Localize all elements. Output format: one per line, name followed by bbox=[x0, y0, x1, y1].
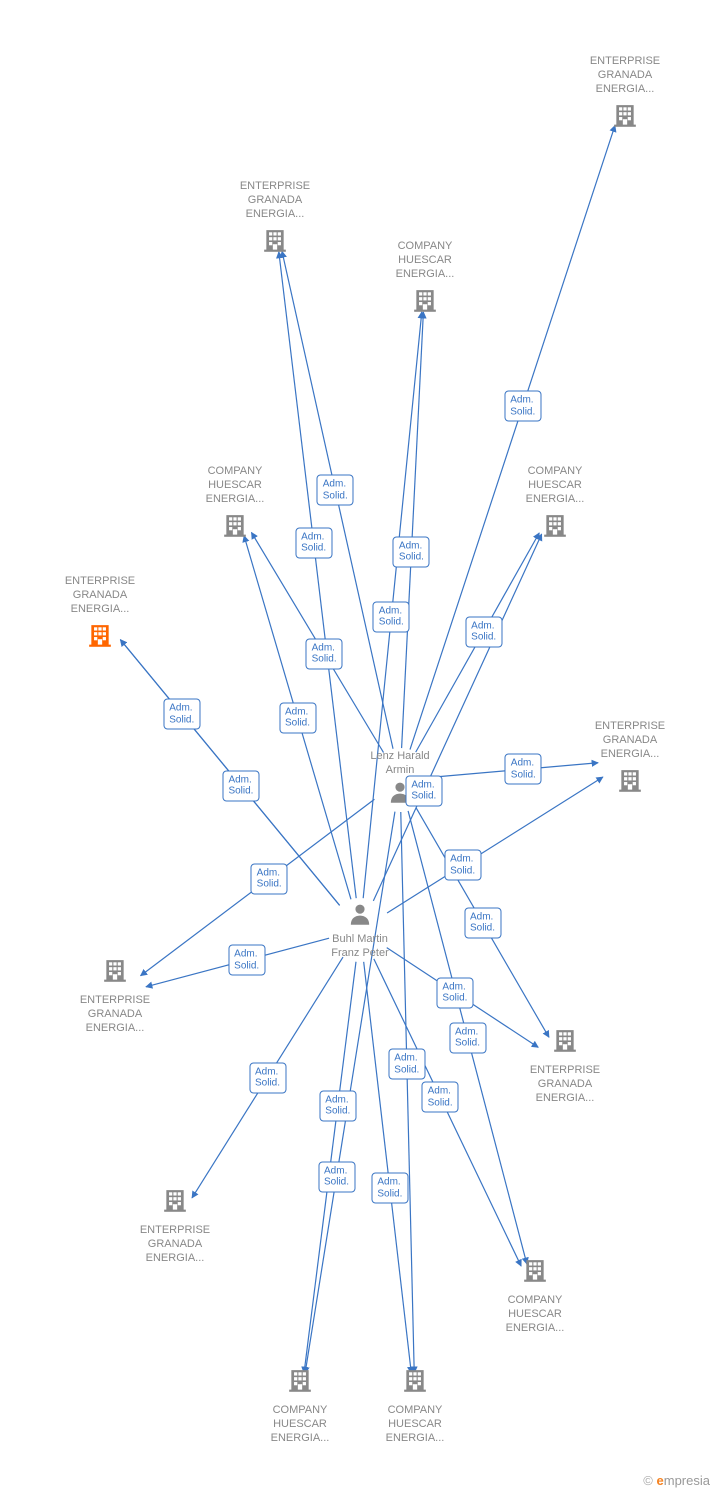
company-node[interactable]: COMPANY HUESCAR ENERGIA... bbox=[375, 238, 475, 322]
edge-label: Adm.Solid. bbox=[251, 863, 288, 894]
edge-line bbox=[279, 252, 356, 898]
building-icon bbox=[612, 102, 638, 128]
building-icon bbox=[87, 622, 113, 648]
edge-label: Adm.Solid. bbox=[465, 616, 502, 647]
edge-line bbox=[410, 125, 615, 749]
edge-label: Adm.Solid. bbox=[371, 1173, 408, 1204]
building-icon bbox=[542, 512, 568, 538]
edge-label: Adm.Solid. bbox=[222, 770, 259, 801]
company-label: ENTERPRISE GRANADA ENERGIA... bbox=[580, 720, 680, 761]
company-node[interactable]: COMPANY HUESCAR ENERGIA... bbox=[185, 463, 285, 547]
company-node[interactable]: ENTERPRISE GRANADA ENERGIA... bbox=[575, 53, 675, 137]
edge-label: Adm.Solid. bbox=[422, 1082, 459, 1113]
person-name: Buhl MartinFranz Peter bbox=[310, 933, 410, 961]
building-icon bbox=[262, 227, 288, 253]
edge-line bbox=[401, 812, 414, 1373]
company-label: ENTERPRISE GRANADA ENERGIA... bbox=[125, 1224, 225, 1265]
company-node[interactable]: ENTERPRISE GRANADA ENERGIA... bbox=[580, 718, 680, 802]
edge-label: Adm.Solid. bbox=[444, 850, 481, 881]
edge-label: Adm.Solid. bbox=[373, 601, 410, 632]
edge-label: Adm.Solid. bbox=[388, 1049, 425, 1080]
person-icon bbox=[349, 902, 371, 926]
company-label: ENTERPRISE GRANADA ENERGIA... bbox=[575, 55, 675, 96]
edge-label: Adm.Solid. bbox=[449, 1022, 486, 1053]
company-label: COMPANY HUESCAR ENERGIA... bbox=[185, 465, 285, 506]
company-label: COMPANY HUESCAR ENERGIA... bbox=[485, 1294, 585, 1335]
building-icon bbox=[162, 1187, 188, 1213]
company-node[interactable]: COMPANY HUESCAR ENERGIA... bbox=[250, 1363, 350, 1447]
company-label: ENTERPRISE GRANADA ENERGIA... bbox=[65, 994, 165, 1035]
edge-label: Adm.Solid. bbox=[228, 945, 265, 976]
company-node[interactable]: COMPANY HUESCAR ENERGIA... bbox=[365, 1363, 465, 1447]
edge-line bbox=[402, 312, 424, 748]
edge-label: Adm.Solid. bbox=[163, 699, 200, 730]
company-node[interactable]: ENTERPRISE GRANADA ENERGIA... bbox=[225, 178, 325, 262]
building-icon bbox=[102, 957, 128, 983]
footer-copyright: © empresia bbox=[643, 1473, 710, 1488]
edge-label: Adm.Solid. bbox=[279, 702, 316, 733]
company-node[interactable]: COMPANY HUESCAR ENERGIA... bbox=[485, 1253, 585, 1337]
footer-brand-rest: mpresia bbox=[664, 1473, 710, 1488]
company-label: ENTERPRISE GRANADA ENERGIA... bbox=[50, 575, 150, 616]
building-icon bbox=[222, 512, 248, 538]
company-label: ENTERPRISE GRANADA ENERGIA... bbox=[225, 180, 325, 221]
edge-line bbox=[373, 534, 541, 901]
edge-label: Adm.Solid. bbox=[317, 475, 354, 506]
edge-label: Adm.Solid. bbox=[505, 754, 542, 785]
building-icon bbox=[402, 1367, 428, 1393]
building-icon bbox=[412, 287, 438, 313]
building-icon bbox=[287, 1367, 313, 1393]
company-node[interactable]: ENTERPRISE GRANADA ENERGIA... bbox=[515, 1023, 615, 1107]
edge-label: Adm.Solid. bbox=[306, 638, 343, 669]
edge-label: Adm.Solid. bbox=[318, 1161, 355, 1192]
edge-label: Adm.Solid. bbox=[405, 775, 442, 806]
company-label: COMPANY HUESCAR ENERGIA... bbox=[505, 465, 605, 506]
building-icon bbox=[617, 767, 643, 793]
company-node[interactable]: ENTERPRISE GRANADA ENERGIA... bbox=[65, 953, 165, 1037]
edge-label: Adm.Solid. bbox=[436, 977, 473, 1008]
company-label: COMPANY HUESCAR ENERGIA... bbox=[375, 240, 475, 281]
edge-label: Adm.Solid. bbox=[319, 1090, 356, 1121]
edge-label: Adm.Solid. bbox=[393, 536, 430, 567]
edge-label: Adm.Solid. bbox=[295, 527, 332, 558]
company-node[interactable]: COMPANY HUESCAR ENERGIA... bbox=[505, 463, 605, 547]
company-label: COMPANY HUESCAR ENERGIA... bbox=[365, 1404, 465, 1445]
edge-label: Adm.Solid. bbox=[504, 391, 541, 422]
edge-label: Adm.Solid. bbox=[249, 1062, 286, 1093]
company-node[interactable]: ENTERPRISE GRANADA ENERGIA... bbox=[125, 1183, 225, 1267]
company-node[interactable]: ENTERPRISE GRANADA ENERGIA... bbox=[50, 573, 150, 657]
edge-label: Adm.Solid. bbox=[464, 907, 501, 938]
person-name: Lenz HaraldArmin bbox=[350, 750, 450, 778]
company-label: ENTERPRISE GRANADA ENERGIA... bbox=[515, 1064, 615, 1105]
company-label: COMPANY HUESCAR ENERGIA... bbox=[250, 1404, 350, 1445]
building-icon bbox=[552, 1027, 578, 1053]
person-node[interactable]: Buhl MartinFranz Peter bbox=[310, 900, 410, 961]
building-icon bbox=[522, 1257, 548, 1283]
